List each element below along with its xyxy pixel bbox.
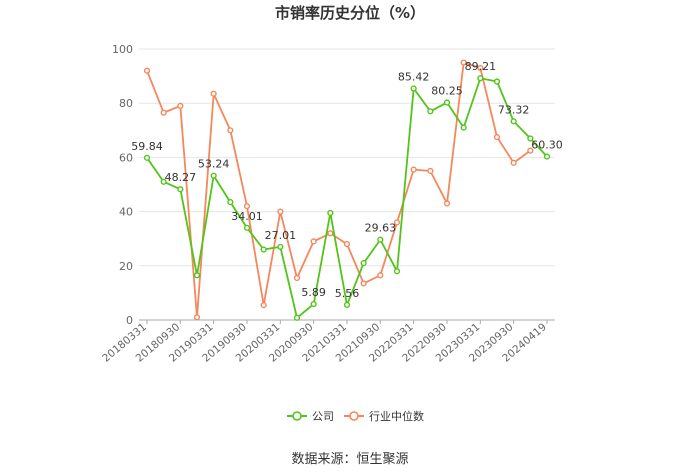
- legend-label: 行业中位数: [369, 409, 424, 423]
- legend-swatch-marker: [292, 411, 302, 421]
- data-point-industry-median: [210, 90, 217, 97]
- data-point-industry-median: [310, 238, 317, 245]
- data-point-company: [310, 300, 317, 308]
- data-point-company: [343, 301, 351, 309]
- data-point-industry-median: [410, 166, 417, 173]
- y-tick-label: 20: [119, 260, 133, 273]
- data-point-company: [360, 259, 367, 267]
- data-point-company: [243, 224, 251, 231]
- data-point-industry-median: [343, 241, 351, 248]
- data-point-industry-median: [277, 208, 284, 215]
- data-point-industry-median: [427, 167, 434, 175]
- data-point-industry-median: [510, 159, 517, 166]
- data-label: 27.01: [265, 229, 297, 242]
- data-point-company: [193, 272, 201, 279]
- data-point-company: [160, 178, 167, 185]
- legend-swatch-marker: [349, 411, 359, 421]
- data-label: 48.27: [165, 171, 197, 184]
- legend-label: 公司: [312, 410, 334, 423]
- data-point-industry-median: [243, 203, 251, 210]
- data-label: 53.24: [198, 158, 230, 171]
- data-point-industry-median: [443, 200, 451, 207]
- y-tick-label: 100: [112, 43, 133, 56]
- data-point-industry-median: [377, 272, 384, 279]
- data-point-industry-median: [477, 64, 484, 72]
- data-point-industry-median: [360, 280, 367, 287]
- data-point-company: [377, 236, 384, 243]
- data-point-company: [510, 118, 517, 125]
- data-point-company: [210, 172, 217, 179]
- data-point-company: [327, 209, 334, 217]
- y-tick-label: 0: [126, 314, 133, 327]
- data-label: 5.56: [335, 287, 360, 300]
- data-point-company: [543, 153, 551, 160]
- data-point-industry-median: [260, 301, 267, 309]
- data-label: 89.21: [465, 60, 497, 73]
- data-point-company: [527, 135, 534, 142]
- data-label: 59.84: [131, 140, 163, 153]
- data-point-industry-median: [293, 274, 301, 282]
- data-point-company: [443, 99, 451, 106]
- data-point-company: [260, 246, 267, 253]
- data-label: 73.32: [498, 103, 530, 116]
- data-point-industry-median: [460, 59, 467, 66]
- data-label: 34.01: [231, 210, 263, 223]
- data-point-company: [293, 314, 301, 321]
- data-point-industry-median: [227, 127, 234, 134]
- data-point-company: [393, 268, 401, 275]
- data-point-industry-median: [160, 109, 167, 116]
- chart-title: 市销率历史分位（%）: [274, 4, 426, 22]
- data-point-company: [177, 186, 184, 193]
- series-line-company: [146, 77, 548, 320]
- data-point-company: [227, 199, 234, 206]
- data-point-industry-median: [327, 230, 334, 237]
- data-label: 29.63: [365, 222, 397, 235]
- data-point-company: [477, 75, 484, 82]
- data-label: 80.25: [431, 85, 463, 98]
- data-label: 60.30: [531, 139, 563, 152]
- data-point-company: [277, 243, 284, 250]
- data-label: 5.89: [301, 286, 326, 299]
- data-point-industry-median: [177, 102, 184, 110]
- y-tick-label: 60: [119, 151, 133, 164]
- data-point-company: [410, 85, 417, 92]
- data-point-company: [427, 108, 434, 115]
- data-point-industry-median: [143, 67, 151, 74]
- data-point-industry-median: [393, 219, 401, 226]
- data-point-industry-median: [493, 133, 501, 141]
- y-tick-label: 40: [119, 206, 133, 219]
- data-point-company: [143, 154, 151, 161]
- data-point-company: [493, 78, 501, 85]
- data-point-company: [460, 124, 467, 131]
- data-label: 85.42: [398, 71, 430, 84]
- data-point-industry-median: [527, 147, 534, 154]
- y-tick-label: 80: [119, 97, 133, 110]
- source-note: 数据来源：恒生聚源: [291, 452, 409, 467]
- data-point-industry-median: [193, 314, 201, 321]
